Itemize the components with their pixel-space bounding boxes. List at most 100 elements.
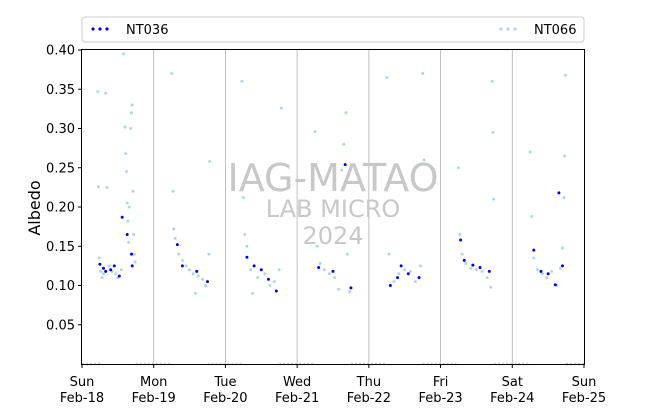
- nt066-point-101: [563, 73, 567, 77]
- nt066-point-86: [490, 79, 494, 83]
- nt066-point-30: [172, 227, 176, 231]
- nt066-point-28: [170, 72, 174, 76]
- nt066-point-2: [97, 256, 101, 260]
- nt066-point-16: [124, 170, 128, 174]
- nt066-point-55: [313, 130, 317, 134]
- nt036-point-0: [98, 262, 102, 266]
- nt066-point-94: [545, 276, 549, 280]
- nt036-point-36: [553, 283, 557, 287]
- nt036-point-24: [396, 276, 400, 280]
- nt036-point-32: [487, 269, 491, 273]
- nt066-point-52: [272, 280, 276, 284]
- x-axis: SunFeb-18MonFeb-19TueFeb-20WedFeb-21ThuF…: [60, 364, 606, 406]
- nt036-point-11: [180, 264, 184, 268]
- nt066-point-75: [421, 72, 425, 76]
- nt066-point-87: [491, 130, 495, 134]
- nt066-point-39: [200, 277, 204, 281]
- x-tick-date-6: Feb-24: [490, 391, 534, 406]
- nt066-point-48: [251, 291, 255, 295]
- nt066-point-20: [127, 205, 131, 209]
- y-axis: 0.05 0.10 0.15 0.20 0.25 0.30 0.35 0.40: [46, 44, 82, 333]
- nt036-point-10: [175, 243, 179, 247]
- nt066-point-42: [208, 159, 212, 163]
- nt036-point-18: [274, 289, 278, 293]
- nt066-point-6: [104, 91, 108, 95]
- nt036-point-15: [252, 264, 256, 268]
- legend-box: [81, 16, 585, 43]
- nt066-point-100: [563, 154, 567, 158]
- nt066-point-72: [408, 269, 412, 273]
- nt066-point-81: [469, 266, 473, 270]
- nt066-point-5: [102, 272, 106, 276]
- legend-nt066-marker-2: [513, 27, 517, 31]
- nt066-point-78: [458, 232, 462, 236]
- nt066-point-71: [403, 268, 407, 272]
- nt066-point-41: [207, 252, 211, 256]
- nt066-point-34: [184, 264, 188, 268]
- x-tick-date-5: Feb-23: [418, 391, 462, 406]
- nt066-point-45: [243, 232, 247, 236]
- nt066-point-84: [485, 276, 489, 280]
- nt066-point-29: [171, 189, 175, 193]
- nt066-point-93: [540, 272, 544, 276]
- nt066-point-65: [345, 252, 349, 256]
- nt066-point-27: [133, 260, 137, 264]
- nt066-point-17: [125, 201, 129, 205]
- nt066-point-66: [347, 290, 351, 294]
- nt036-point-4: [112, 264, 116, 268]
- nt066-point-38: [196, 274, 200, 278]
- watermark-line-2: LAB MICRO: [266, 195, 401, 223]
- y-tick-label-7: 0.40: [46, 44, 75, 59]
- nt036-point-5: [117, 274, 121, 278]
- y-axis-label: Albedo: [25, 180, 44, 235]
- nt066-point-44: [241, 196, 245, 200]
- nt066-point-95: [550, 269, 554, 273]
- nt036-point-37: [557, 191, 561, 195]
- nt036-point-19: [317, 265, 321, 269]
- nt066-point-40: [203, 284, 207, 287]
- x-tick-day-7: Sun: [572, 375, 597, 390]
- nt066-point-79: [460, 252, 464, 256]
- legend-nt036-label: NT036: [126, 23, 168, 38]
- nt066-point-76: [422, 158, 426, 162]
- nt066-point-80: [464, 262, 468, 266]
- vertical-gridlines: [153, 50, 513, 364]
- nt066-point-70: [397, 272, 401, 276]
- x-tick-day-0: Sun: [70, 375, 95, 390]
- nt066-point-64: [344, 111, 348, 115]
- nt066-point-92: [535, 268, 539, 272]
- nt066-point-59: [327, 272, 331, 276]
- nt066-point-31: [173, 236, 177, 240]
- nt066-point-19: [127, 240, 131, 244]
- y-tick-label-5: 0.30: [46, 122, 75, 137]
- x-tick-day-6: Sat: [502, 375, 523, 390]
- nt066-point-67: [385, 75, 389, 79]
- x-tick-date-7: Feb-25: [562, 391, 606, 406]
- x-tick-date-0: Feb-18: [60, 391, 104, 406]
- nt066-point-1: [96, 185, 100, 189]
- nt036-point-2: [104, 269, 108, 273]
- nt066-point-25: [132, 232, 136, 236]
- nt066-point-15: [124, 152, 128, 156]
- nt066-point-50: [263, 272, 267, 276]
- nt036-point-8: [129, 252, 133, 256]
- nt036-point-33: [532, 248, 536, 252]
- nt036-point-16: [259, 268, 263, 272]
- x-tick-date-2: Feb-20: [203, 391, 247, 406]
- nt066-point-12: [119, 268, 123, 272]
- legend-nt066-label: NT066: [534, 23, 576, 38]
- nt036-point-31: [478, 265, 482, 269]
- x-tick-day-1: Mon: [140, 375, 167, 390]
- nt066-point-60: [332, 276, 336, 280]
- nt066-point-3: [99, 269, 103, 273]
- nt036-point-23: [388, 284, 392, 287]
- nt066-point-77: [457, 166, 460, 170]
- nt036-point-29: [462, 258, 466, 262]
- x-tick-date-3: Feb-21: [275, 391, 319, 406]
- nt036-point-7: [125, 232, 129, 236]
- nt066-point-14: [123, 125, 127, 129]
- nt066-point-4: [100, 276, 104, 280]
- x-tick-day-5: Fri: [433, 375, 449, 390]
- nt066-point-10: [114, 272, 118, 276]
